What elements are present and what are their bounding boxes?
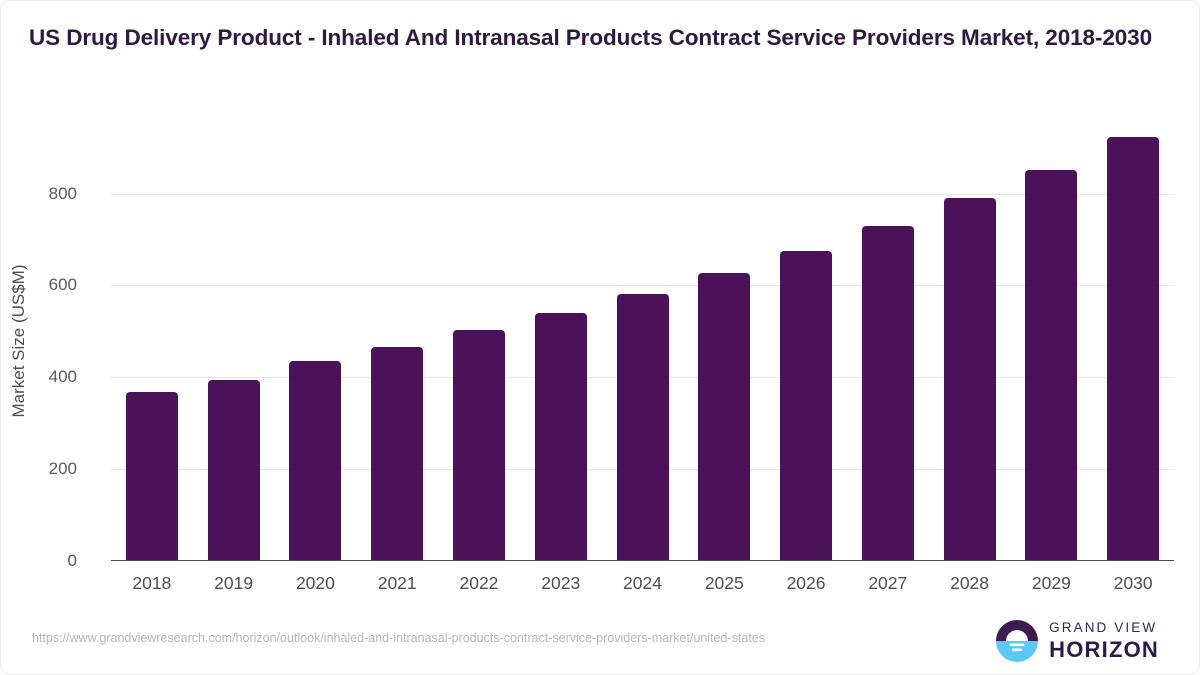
- bar[interactable]: [780, 250, 833, 560]
- x-axis-tick-label: 2029: [1031, 573, 1071, 593]
- x-axis-tick-label: 2020: [295, 573, 335, 593]
- bar[interactable]: [452, 329, 505, 560]
- page-title: US Drug Delivery Product - Inhaled And I…: [29, 25, 1152, 50]
- x-axis-tick-label: 2028: [950, 573, 990, 593]
- bar[interactable]: [1107, 137, 1160, 560]
- x-axis-tick-label: 2019: [214, 573, 254, 593]
- x-axis-tick-label: 2030: [1113, 573, 1153, 593]
- y-axis-tick-label: 200: [48, 459, 77, 479]
- y-axis-tick-label: 400: [48, 367, 77, 387]
- x-axis-tick-label: 2018: [132, 573, 172, 593]
- bar[interactable]: [207, 380, 260, 560]
- bar-series: [111, 111, 1174, 561]
- plot-area: [111, 111, 1174, 561]
- x-axis-tick-label: 2022: [459, 573, 499, 593]
- y-axis-tick-label: 800: [48, 183, 77, 203]
- bar[interactable]: [371, 346, 424, 560]
- logo-line-1: GRAND VIEW: [1049, 620, 1158, 636]
- x-axis-tick-label: 2021: [377, 573, 417, 593]
- brand-logo: GRAND VIEW HORIZON: [995, 619, 1159, 663]
- bar[interactable]: [616, 293, 669, 560]
- x-axis-tick-label: 2026: [786, 573, 826, 593]
- bar[interactable]: [289, 360, 342, 560]
- horizon-sun-icon: [995, 619, 1039, 663]
- x-axis-tick-label: 2024: [623, 573, 662, 593]
- grid-line: [111, 285, 1174, 287]
- x-axis-tick-label: 2025: [704, 573, 744, 593]
- grid-line: [111, 193, 1174, 195]
- x-axis-tick-label: 2027: [868, 573, 908, 593]
- bar[interactable]: [1025, 169, 1078, 560]
- logo-wordmark: GRAND VIEW HORIZON: [1049, 621, 1159, 661]
- bar[interactable]: [943, 197, 996, 560]
- bar[interactable]: [861, 225, 914, 560]
- bar[interactable]: [125, 392, 178, 560]
- source-url[interactable]: https://www.grandviewresearch.com/horizo…: [32, 631, 765, 645]
- y-axis-tick-label: 600: [48, 275, 77, 295]
- bar[interactable]: [698, 272, 751, 560]
- x-axis-tick-label: 2023: [541, 573, 581, 593]
- logo-line-2: HORIZON: [1049, 636, 1159, 662]
- y-axis-title: Market Size (US$M): [9, 264, 28, 418]
- bar[interactable]: [534, 312, 587, 560]
- y-axis-tick-label: 0: [67, 551, 77, 570]
- x-axis-line: [111, 559, 1174, 561]
